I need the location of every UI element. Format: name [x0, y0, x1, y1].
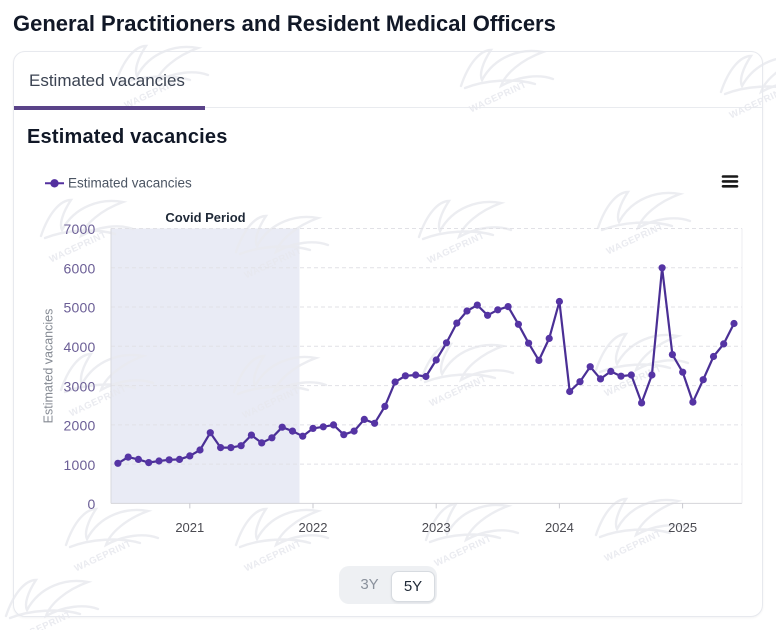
svg-text:7000: 7000 — [64, 221, 96, 237]
svg-text:Estimated vacancies: Estimated vacancies — [42, 309, 56, 424]
svg-text:Estimated vacancies: Estimated vacancies — [68, 176, 192, 191]
svg-text:2025: 2025 — [668, 520, 697, 535]
svg-text:1000: 1000 — [64, 457, 96, 473]
svg-text:2022: 2022 — [299, 520, 328, 535]
svg-text:2024: 2024 — [545, 520, 574, 535]
svg-text:Covid Period: Covid Period — [165, 210, 245, 225]
svg-text:5000: 5000 — [64, 300, 96, 316]
svg-text:6000: 6000 — [64, 261, 96, 277]
svg-text:0: 0 — [88, 496, 96, 512]
svg-text:2021: 2021 — [175, 520, 204, 535]
svg-text:3000: 3000 — [64, 378, 96, 394]
svg-text:2000: 2000 — [64, 418, 96, 434]
svg-text:2023: 2023 — [422, 520, 451, 535]
svg-text:4000: 4000 — [64, 339, 96, 355]
